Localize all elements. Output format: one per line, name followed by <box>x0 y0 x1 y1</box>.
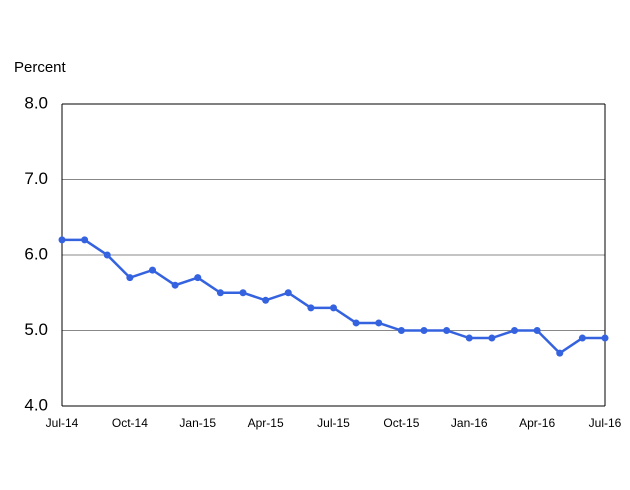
data-point <box>511 327 518 334</box>
data-point <box>352 319 360 327</box>
x-tick-label: Apr-16 <box>519 416 555 430</box>
data-point <box>556 349 564 357</box>
data-point <box>171 281 179 289</box>
data-point <box>443 327 451 334</box>
data-point <box>533 327 541 334</box>
series-line <box>62 238 605 355</box>
data-point <box>216 289 224 297</box>
data-point <box>284 289 292 297</box>
data-point <box>465 334 473 342</box>
data-point <box>488 334 496 342</box>
y-tick-label: 7.0 <box>24 169 48 188</box>
y-axis-label: Percent <box>14 59 67 76</box>
x-tick-label: Jul-14 <box>46 416 79 430</box>
data-point <box>194 274 202 282</box>
x-tick-label: Jul-15 <box>317 416 350 430</box>
data-point <box>601 334 609 342</box>
data-point <box>397 327 405 334</box>
data-point <box>307 304 315 312</box>
data-point <box>578 334 586 342</box>
data-point <box>126 274 134 282</box>
x-tick-label: Oct-15 <box>383 416 419 430</box>
x-tick-label: Jan-15 <box>179 416 216 430</box>
y-tick-label: 4.0 <box>24 395 48 414</box>
data-point <box>103 251 111 259</box>
y-tick-label: 6.0 <box>24 244 48 263</box>
data-point <box>375 319 383 327</box>
data-point <box>81 236 89 244</box>
x-tick-label: Oct-14 <box>112 416 148 430</box>
data-point <box>58 236 66 244</box>
y-tick-label: 8.0 <box>24 93 48 112</box>
data-point <box>262 296 270 304</box>
x-tick-label: Jul-16 <box>589 416 622 430</box>
data-point <box>420 327 428 334</box>
data-point <box>149 266 156 274</box>
x-tick-label: Jan-16 <box>451 416 488 430</box>
data-point <box>330 304 337 312</box>
x-tick-label: Apr-15 <box>248 416 284 430</box>
y-tick-label: 5.0 <box>24 320 48 339</box>
data-point <box>239 289 247 297</box>
